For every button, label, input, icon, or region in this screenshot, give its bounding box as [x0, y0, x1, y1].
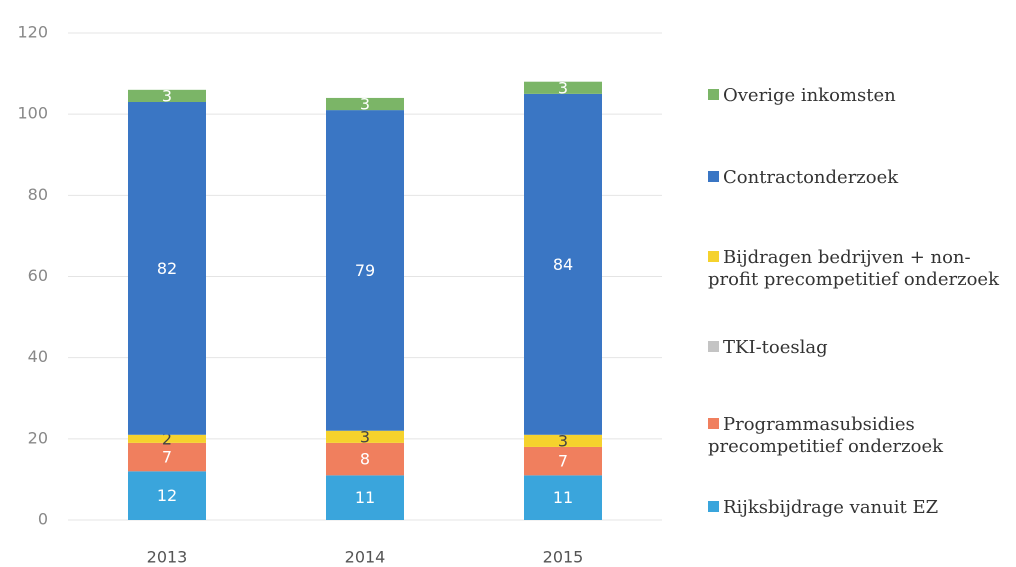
y-tick-label: 20 [28, 428, 48, 447]
legend-swatch [708, 341, 719, 352]
y-tick-label: 0 [38, 510, 48, 529]
legend-label: TKI-toeslag [723, 337, 828, 358]
bar-segment [524, 81, 602, 94]
y-tick-label: 60 [28, 266, 48, 285]
legend-swatch [708, 171, 719, 182]
bar-segment [326, 475, 404, 520]
bar-segment [524, 93, 602, 435]
y-tick-label: 100 [17, 104, 48, 123]
y-tick-label: 40 [28, 347, 48, 366]
legend-entry: TKI-toeslag [708, 337, 1008, 359]
legend-entry: Programmasubsidies precompetitief onderz… [708, 414, 1008, 458]
data-label: 3 [558, 78, 568, 97]
legend-swatch [708, 501, 719, 512]
legend-label: Bijdragen bedrijven + non-profit precomp… [708, 247, 999, 290]
legend-entry: Bijdragen bedrijven + non-profit precomp… [708, 247, 1008, 291]
legend-label: Rijksbijdrage vanuit EZ [723, 497, 939, 518]
bar-segment [128, 89, 206, 102]
data-label: 79 [355, 261, 375, 280]
data-label: 3 [360, 95, 370, 114]
bar-segment [128, 471, 206, 520]
legend-label: Contractonderzoek [723, 167, 899, 188]
legend-label: Programmasubsidies precompetitief onderz… [708, 414, 944, 457]
legend-swatch [708, 89, 719, 100]
bar-segment [128, 442, 206, 472]
legend-swatch [708, 418, 719, 429]
bar-segment [524, 446, 602, 476]
y-tick-label: 120 [17, 23, 48, 42]
bar-segment [524, 434, 602, 447]
data-label: 2 [162, 429, 172, 448]
x-tick-label: 2013 [147, 548, 188, 564]
data-label: 11 [355, 488, 375, 507]
legend-entry: Contractonderzoek [708, 167, 1008, 189]
chart: 0204060801001202013127282320141183793201… [17, 23, 662, 567]
bar-segment [326, 110, 404, 431]
legend-entry: Rijksbijdrage vanuit EZ [708, 497, 1008, 519]
legend-swatch [708, 251, 719, 262]
x-tick-label: 2015 [543, 548, 584, 564]
data-label: 84 [553, 255, 573, 274]
bar-segment [326, 97, 404, 111]
bar-segment [326, 442, 404, 476]
data-label: 82 [157, 259, 177, 278]
data-label: 8 [360, 450, 370, 469]
legend-entry: Overige inkomsten [708, 85, 1008, 107]
bar-segment [128, 101, 206, 435]
bar-segment [128, 434, 206, 443]
data-label: 7 [558, 452, 568, 471]
bar-segment [524, 475, 602, 520]
data-label: 3 [360, 427, 370, 446]
data-label: 3 [162, 86, 172, 105]
legend-label: Overige inkomsten [723, 85, 896, 106]
data-label: 7 [162, 448, 172, 467]
data-label: 11 [553, 488, 573, 507]
data-label: 3 [558, 431, 568, 450]
data-label: 12 [157, 486, 177, 505]
bar-segment [326, 430, 404, 443]
x-tick-label: 2014 [345, 548, 386, 564]
y-tick-label: 80 [28, 185, 48, 204]
